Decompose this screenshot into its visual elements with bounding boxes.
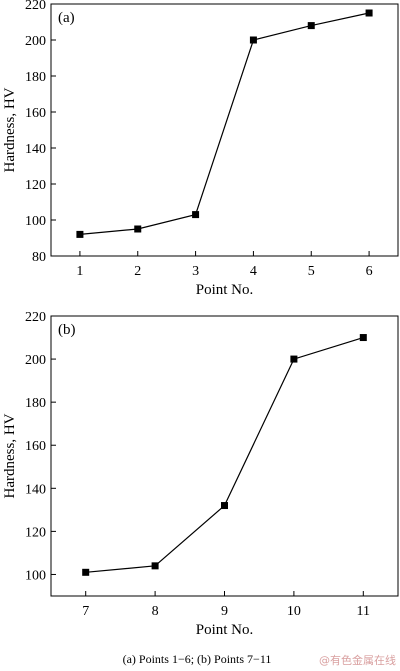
panel-b-data-point bbox=[151, 562, 159, 570]
panel-b-data-point bbox=[290, 355, 298, 363]
panel-a-data-point bbox=[307, 22, 315, 30]
panel-a-x-tick-label: 3 bbox=[192, 264, 199, 279]
panel-a-y-tick-label: 140 bbox=[25, 142, 46, 157]
panel-a-x-tick-label: 2 bbox=[134, 264, 141, 279]
panel-b-series-line bbox=[85, 336, 364, 573]
panel-b-y-tick-label: 180 bbox=[25, 396, 46, 411]
panel-b-y-axis-title: Hardness, HV bbox=[2, 413, 18, 498]
figure-caption: (a) Points 1−6; (b) Points 7−11 bbox=[123, 652, 272, 666]
panel-b-data-point bbox=[82, 568, 90, 576]
panel-a-x-tick-label: 1 bbox=[76, 264, 83, 279]
panel-b-x-tick-label: 10 bbox=[287, 604, 301, 619]
panel-a-x-axis-title: Point No. bbox=[196, 282, 254, 298]
panel-b-x-tick-label: 9 bbox=[221, 604, 228, 619]
panel-a-y-axis-title: Hardness, HV bbox=[2, 87, 18, 172]
panel-a-x-tick-label: 4 bbox=[250, 264, 257, 279]
panel-b-x-tick-label: 7 bbox=[82, 604, 89, 619]
panel-a-y-tick-label: 220 bbox=[25, 0, 46, 13]
panel-a-y-tick-label: 80 bbox=[32, 250, 46, 265]
panel-a: 80 100 120 140 160 180 200 220 1 2 3 4 5 6 Point No. Ha… bbox=[2, 0, 399, 298]
watermark: @有色金属在线 bbox=[319, 653, 396, 667]
panel-a-data-point bbox=[134, 225, 142, 233]
panel-b-data-point bbox=[221, 502, 228, 510]
panel-b-y-tick-label: 220 bbox=[25, 310, 46, 325]
panel-b-y-tick-label: 120 bbox=[25, 525, 46, 540]
panel-a-data-point bbox=[365, 9, 373, 17]
panel-b-y-tick-label: 100 bbox=[25, 568, 46, 583]
panel-a-data-point bbox=[192, 211, 200, 219]
panel-a-y-tick-label: 180 bbox=[25, 70, 46, 85]
panel-a-y-tick-label: 200 bbox=[25, 34, 46, 49]
panel-a-x-tick-label: 6 bbox=[366, 264, 373, 279]
panel-b-y-tick-label: 160 bbox=[25, 439, 46, 454]
panel-a-series-line bbox=[79, 12, 370, 235]
panel-b-plot-frame bbox=[50, 315, 399, 597]
panel-b-x-tick-label: 11 bbox=[357, 604, 370, 619]
chart-panels: 80 100 120 140 160 180 200 220 1 2 3 4 5 6 Point No. Ha… bbox=[2, 0, 399, 638]
panel-a-y-tick-label: 160 bbox=[25, 106, 46, 121]
panel-a-y-tick-label: 100 bbox=[25, 214, 46, 229]
panel-a-plot-frame bbox=[50, 3, 399, 257]
panel-a-panel-label: (a) bbox=[58, 10, 75, 26]
panel-b-x-tick-label: 8 bbox=[152, 604, 159, 619]
panel-a-x-tick-label: 5 bbox=[308, 264, 315, 279]
panel-a-y-tick-label: 120 bbox=[25, 178, 46, 193]
panel-b-panel-label: (b) bbox=[58, 322, 76, 338]
panel-b: 100 120 140 160 180 200 220 7 8 9 10 11 Point No. Har… bbox=[2, 310, 399, 638]
panel-b-y-tick-label: 140 bbox=[25, 482, 46, 497]
panel-b-x-axis-title: Point No. bbox=[196, 622, 254, 638]
panel-a-data-point bbox=[76, 230, 84, 238]
panel-b-data-point bbox=[359, 334, 367, 342]
panel-a-data-point bbox=[249, 36, 257, 44]
panel-b-y-tick-label: 200 bbox=[25, 353, 46, 368]
